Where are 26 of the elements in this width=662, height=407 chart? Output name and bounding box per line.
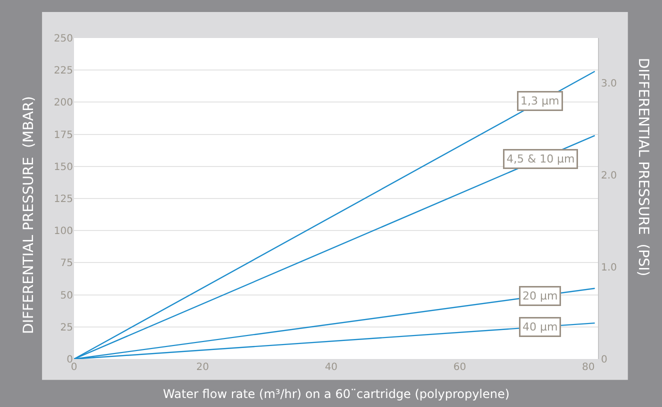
- y-axis-title: DIFFERENTIAL PRESSURE (MBAR): [20, 96, 37, 334]
- y2-tick-label: 0: [601, 354, 608, 366]
- y-tick-label: 175: [54, 130, 73, 141]
- series-label: 4,5 & 10 µm: [506, 152, 575, 166]
- y-tick-label: 25: [60, 322, 73, 334]
- y-tick-label: 250: [54, 34, 73, 44]
- x-tick-label: 80: [582, 362, 595, 373]
- series-label: 1,3 µm: [520, 94, 560, 108]
- y-tick-label: 0: [66, 354, 73, 366]
- y-tick-label: 125: [54, 194, 73, 205]
- series-label: 40 µm: [522, 320, 558, 334]
- x-tick-label: 40: [324, 362, 338, 373]
- y2-tick-label: 1.0: [601, 262, 617, 274]
- y2-tick-label: 3.0: [601, 78, 617, 90]
- y-tick-label: 75: [60, 258, 73, 270]
- x-tick-label: 20: [196, 362, 209, 373]
- y-tick-label: 225: [54, 66, 73, 77]
- x-axis-title: Water flow rate (m³/hr) on a 60¨cartridge (polypropylene): [163, 387, 510, 401]
- y-tick-label: 50: [60, 290, 73, 302]
- y2-tick-label: 2.0: [601, 170, 617, 182]
- y-tick-label: 150: [54, 162, 73, 173]
- x-tick-label: 60: [453, 362, 466, 373]
- y2-axis-title: DIFFERENTIAL PRESSURE (PSI): [634, 58, 651, 276]
- y-tick-label: 100: [54, 226, 73, 238]
- series-label: 20 µm: [522, 290, 558, 302]
- y-tick-label: 200: [54, 98, 73, 109]
